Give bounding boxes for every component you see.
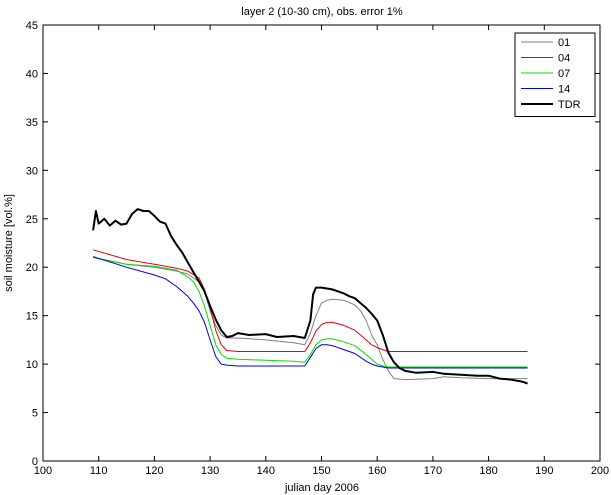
legend-label-04: 04 [558,53,570,65]
x-tick-label: 150 [312,465,330,477]
x-tick-label: 140 [257,465,275,477]
series-line-04 [92,249,528,352]
x-tick-label: 160 [368,465,386,477]
series-lines [92,208,528,385]
legend-box [514,32,596,117]
y-tick-label: 0 [32,456,38,468]
y-tick-label: 30 [26,165,38,177]
x-axis: 100 110 120 130 140 150 160 170 180 190 200 [34,25,609,477]
y-tick-label: 10 [26,359,38,371]
x-tick-label: 130 [201,465,219,477]
x-tick-label: 180 [479,465,497,477]
y-tick-label: 40 [26,68,38,80]
y-tick-label: 5 [32,408,38,420]
y-axis: 0 5 10 15 20 25 30 35 40 45 [26,20,600,468]
series-line-14 [92,256,528,369]
y-tick-label: 25 [26,214,38,226]
series-line-07 [93,257,528,368]
x-tick-label: 200 [591,465,609,477]
y-tick-label: 20 [26,262,38,274]
x-tick-label: 120 [145,465,163,477]
y-tick-label: 45 [26,20,38,32]
plot-area [42,24,601,462]
y-tick-label: 15 [26,311,38,323]
legend-label-07: 07 [558,68,570,80]
series-line-tdr [92,208,528,385]
legend-label-14: 14 [558,84,570,96]
x-tick-label: 110 [90,465,108,477]
chart-title: layer 2 (10-30 cm), obs. error 1% [241,6,403,18]
legend-label-tdr: TDR [558,99,581,111]
legend: 01 04 07 14 TDR [514,32,596,117]
axes-frame [42,24,601,462]
y-axis-label: soil moisture [vol.%] [3,194,15,292]
x-tick-label: 100 [34,465,52,477]
legend-label-01: 01 [558,37,570,49]
x-axis-label: julian day 2006 [284,482,359,494]
y-tick-label: 35 [26,117,38,129]
x-tick-label: 190 [535,465,553,477]
x-tick-label: 170 [424,465,442,477]
